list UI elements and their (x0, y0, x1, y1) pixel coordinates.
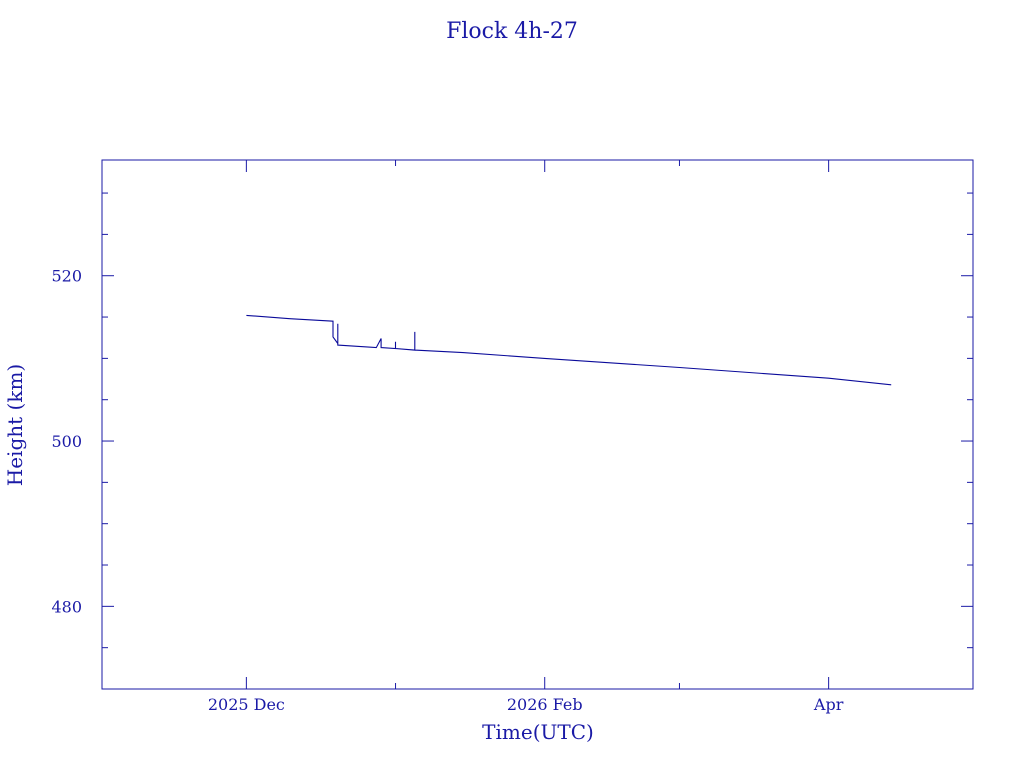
x-tick-label: Apr (813, 695, 844, 714)
height-series-line (246, 314, 892, 386)
chart-title: Flock 4h-27 (446, 19, 578, 44)
y-tick-label: 480 (51, 597, 82, 616)
x-axis-ticks: 2025 Dec 2026 Feb Apr (208, 160, 844, 714)
y-tick-label: 520 (51, 267, 82, 286)
y-axis-label: Height (km) (3, 364, 27, 486)
y-axis-ticks: 480 500 520 (51, 192, 973, 649)
x-axis-label: Time(UTC) (482, 720, 594, 744)
x-tick-label: 2025 Dec (208, 695, 285, 714)
plot-frame (101, 159, 974, 690)
x-tick-label: 2026 Feb (507, 695, 583, 714)
y-tick-label: 500 (51, 432, 82, 451)
